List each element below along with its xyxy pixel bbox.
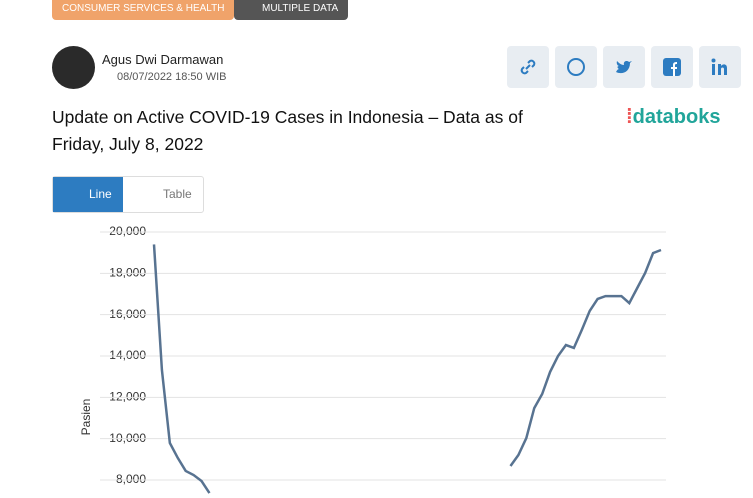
y-tick-label: 12,000 [109, 390, 146, 404]
y-tick-label: 18,000 [109, 266, 146, 280]
y-axis-label: Pasien [79, 399, 93, 436]
twitter-button[interactable] [603, 46, 645, 88]
y-tick-label: 10,000 [109, 431, 146, 445]
multiple-data-tag[interactable]: MULTIPLE DATA [234, 0, 349, 20]
linkedin-button[interactable] [699, 46, 741, 88]
data-line [152, 244, 662, 494]
y-tick-label: 14,000 [109, 348, 146, 362]
line-tab[interactable]: Line [53, 177, 123, 212]
post-date: 08/07/2022 18:50 WIB [117, 71, 227, 83]
y-tick-label: 8,000 [116, 472, 146, 486]
logo-text: databoks [632, 106, 721, 128]
table-tab[interactable]: Table [163, 187, 192, 201]
whatsapp-button[interactable] [555, 46, 597, 88]
copy-link-button[interactable] [507, 46, 549, 88]
databoks-logo[interactable]: ⁞databoks [626, 106, 721, 128]
chart-title: Update on Active COVID-19 Cases in Indon… [52, 107, 523, 154]
y-tick-label: 16,000 [109, 307, 146, 321]
author-name[interactable]: Agus Dwi Darmawan [102, 52, 224, 67]
view-toggle: Line Table [52, 176, 204, 213]
category-tag[interactable]: CONSUMER SERVICES & HEALTH [52, 0, 235, 20]
author-avatar [52, 46, 95, 89]
y-tick-label: 20,000 [109, 224, 146, 238]
facebook-button[interactable] [651, 46, 693, 88]
